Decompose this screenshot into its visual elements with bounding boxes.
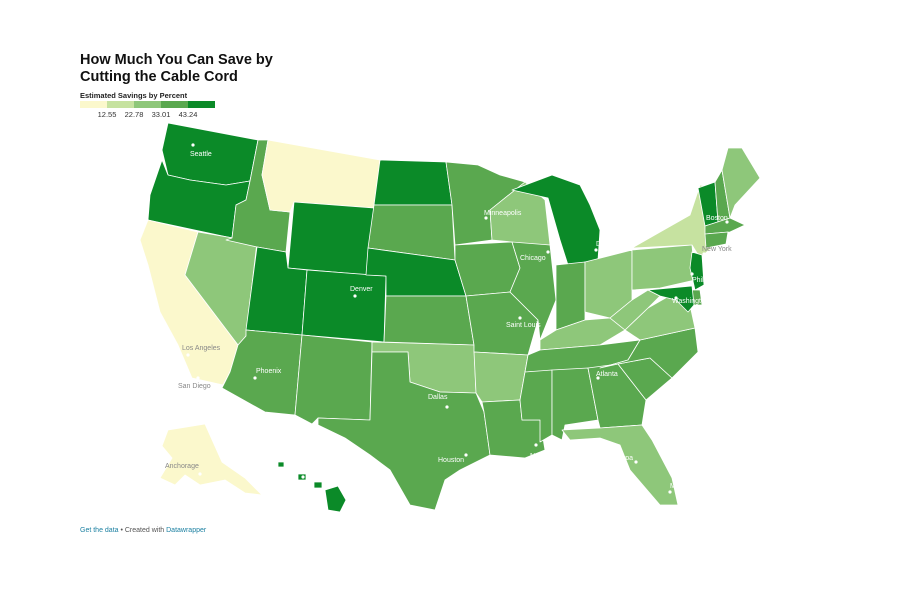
state-kansas[interactable] bbox=[383, 295, 475, 346]
state-indiana[interactable] bbox=[555, 261, 586, 331]
state-michigan[interactable] bbox=[511, 174, 601, 266]
legend-tick: 12.55 bbox=[97, 110, 117, 119]
city-label: New Orleans bbox=[530, 453, 571, 460]
city-label: Seattle bbox=[190, 151, 212, 158]
state-massachusetts[interactable] bbox=[704, 217, 746, 235]
city-saint-louis: Saint Louis bbox=[506, 316, 541, 329]
city-denver: Denver bbox=[350, 286, 373, 298]
city-los-angeles: Los Angeles bbox=[182, 345, 221, 357]
city-detroit: Detroit bbox=[594, 241, 617, 252]
city-miami: Miami bbox=[668, 483, 689, 494]
city-label: Miami bbox=[670, 483, 689, 490]
city-new-orleans: New Orleans bbox=[530, 443, 571, 460]
city-tampa: Tampa bbox=[612, 455, 638, 464]
city-markers: Seattle Minneapolis Detroit Boston New Y… bbox=[165, 143, 732, 494]
city-new-york: New York bbox=[702, 246, 732, 256]
city-label: New York bbox=[702, 246, 732, 253]
city-label: Chicago bbox=[520, 255, 546, 262]
city-honolulu: Honolulu bbox=[300, 465, 328, 479]
city-dallas: Dallas bbox=[428, 394, 449, 409]
legend-tick: 43.24 bbox=[178, 110, 198, 119]
legend-swatch-3 bbox=[161, 101, 188, 108]
state-connecticut[interactable] bbox=[704, 231, 729, 249]
state-hawaii-kauai[interactable] bbox=[277, 461, 285, 468]
state-florida[interactable] bbox=[561, 424, 679, 506]
get-data-link[interactable]: Get the data bbox=[80, 527, 119, 534]
city-label: Boston bbox=[706, 215, 728, 222]
city-label: Houston bbox=[438, 457, 464, 464]
city-phoenix: Phoenix bbox=[253, 368, 282, 380]
legend-tick: 22.78 bbox=[124, 110, 144, 119]
city-minneapolis: Minneapolis bbox=[484, 210, 522, 220]
legend-swatch-0 bbox=[80, 101, 107, 108]
state-hawaii-maui[interactable] bbox=[313, 481, 323, 489]
state-wyoming[interactable] bbox=[287, 201, 375, 276]
legend-color-bar bbox=[80, 101, 215, 108]
state-north-dakota[interactable] bbox=[373, 159, 453, 206]
state-texas[interactable] bbox=[317, 351, 491, 511]
state-iowa[interactable] bbox=[454, 241, 521, 297]
footer-separator: • Created with bbox=[118, 527, 167, 534]
city-label: Los Angeles bbox=[182, 345, 221, 352]
state-montana[interactable] bbox=[261, 139, 381, 213]
city-seattle: Seattle bbox=[190, 143, 212, 158]
city-san-diego: San Diego bbox=[178, 376, 211, 390]
city-label: Atlanta bbox=[596, 371, 618, 378]
city-atlanta: Atlanta bbox=[596, 371, 618, 380]
state-new-mexico[interactable] bbox=[294, 334, 373, 425]
city-boston: Boston bbox=[706, 215, 729, 224]
legend-swatch-4 bbox=[188, 101, 215, 108]
state-new-jersey[interactable] bbox=[689, 251, 705, 291]
legend-swatch-1 bbox=[107, 101, 134, 108]
city-label: Anchorage bbox=[165, 463, 199, 470]
state-alaska[interactable] bbox=[159, 423, 263, 496]
state-maryland[interactable] bbox=[647, 285, 695, 313]
datawrapper-link[interactable]: Datawrapper bbox=[166, 527, 207, 534]
city-label: Detroit bbox=[596, 241, 617, 248]
state-hawaii[interactable] bbox=[324, 485, 347, 513]
legend-ticks: 12.55 22.78 33.01 43.24 bbox=[80, 110, 220, 122]
legend-title: Estimated Savings by Percent bbox=[80, 91, 188, 100]
legend-tick: 33.01 bbox=[151, 110, 171, 119]
city-label: Tampa bbox=[612, 455, 633, 462]
city-washington-dc: Washington D.C. bbox=[672, 296, 725, 305]
state-north-carolina[interactable] bbox=[599, 327, 699, 379]
state-pennsylvania[interactable] bbox=[631, 244, 696, 291]
city-label: Minneapolis bbox=[484, 210, 522, 217]
city-label: Phoenix bbox=[256, 368, 282, 375]
city-chicago: Chicago bbox=[520, 250, 550, 262]
state-arkansas[interactable] bbox=[473, 351, 529, 403]
city-houston: Houston bbox=[438, 453, 468, 464]
city-anchorage: Anchorage bbox=[165, 463, 202, 476]
city-label: San Diego bbox=[178, 383, 211, 390]
footer: Get the data • Created with Datawrapper bbox=[80, 527, 206, 534]
city-label: Denver bbox=[350, 286, 373, 293]
map-title: How Much You Can Save by Cutting the Cab… bbox=[80, 52, 273, 85]
city-label: Philadelphia bbox=[692, 277, 730, 284]
city-philadelphia: Philadelphia bbox=[690, 272, 730, 284]
state-colorado[interactable] bbox=[301, 269, 387, 343]
legend-swatch-2 bbox=[134, 101, 161, 108]
state-illinois[interactable] bbox=[509, 241, 557, 341]
city-label: Washington D.C. bbox=[672, 298, 725, 305]
city-label: Dallas bbox=[428, 394, 448, 401]
city-label: Honolulu bbox=[300, 465, 328, 472]
city-label: Saint Louis bbox=[506, 322, 541, 329]
